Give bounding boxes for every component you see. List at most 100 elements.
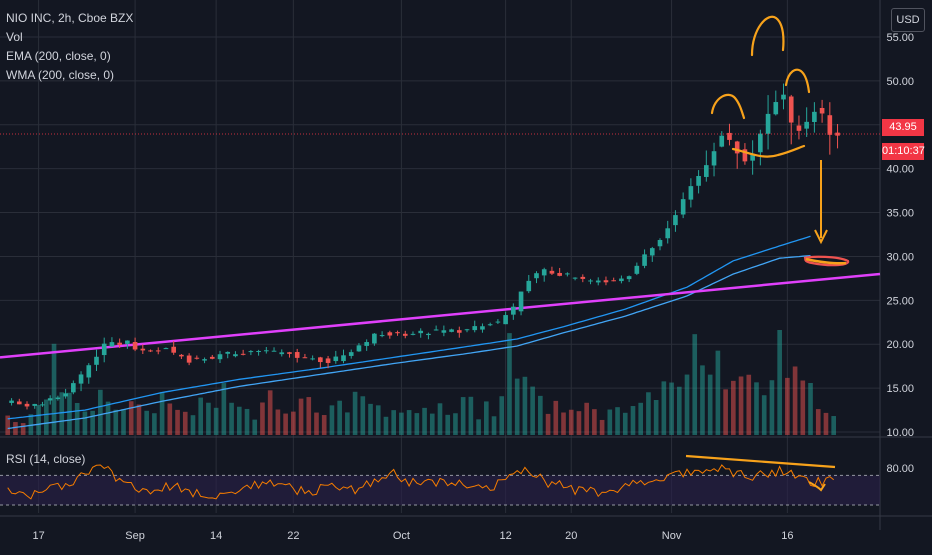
- rsi-down-arrow: [808, 481, 826, 492]
- candle-body: [117, 342, 122, 345]
- volume-bar: [538, 395, 543, 435]
- volume-bar: [622, 412, 628, 435]
- volume-bar: [360, 396, 366, 435]
- y-tick-label: 30.00: [886, 251, 914, 263]
- volume-bar: [429, 413, 435, 435]
- volume-bar: [530, 386, 535, 435]
- volume-bar: [738, 376, 744, 435]
- volume-bar: [823, 412, 829, 435]
- volume-bar: [491, 416, 497, 435]
- ema-200-line: [7, 235, 811, 420]
- volume-bar: [329, 405, 335, 435]
- candle-body: [287, 352, 292, 354]
- volume-bar: [460, 397, 466, 435]
- volume-bar: [82, 411, 88, 435]
- candle-body: [503, 315, 508, 325]
- candle-body: [456, 330, 462, 333]
- legend-wma[interactable]: WMA (200, close, 0): [6, 68, 115, 82]
- volume-bar: [113, 409, 119, 435]
- candle-body: [395, 332, 400, 334]
- symbol-title[interactable]: NIO INC, 2h, Cboe BZX: [6, 11, 134, 25]
- candle-body: [341, 355, 346, 362]
- volume-bar: [445, 414, 451, 435]
- legend-rsi[interactable]: RSI (14, close): [6, 452, 86, 466]
- volume-bar: [59, 392, 65, 435]
- volume-bar: [661, 381, 667, 435]
- volume-bar: [815, 409, 821, 435]
- volume-bar: [576, 411, 582, 435]
- x-tick-label: Nov: [662, 530, 682, 542]
- candle-body: [541, 269, 547, 276]
- volume-bar: [769, 380, 775, 435]
- volume-bar: [684, 374, 690, 435]
- candle-body: [634, 265, 640, 274]
- volume-bar: [267, 390, 273, 435]
- volume-bar: [244, 408, 250, 435]
- volume-bar: [167, 403, 173, 435]
- volume-bar: [630, 406, 636, 435]
- candle-body: [518, 291, 524, 312]
- volume-bar: [260, 402, 265, 435]
- candle-body: [773, 102, 779, 115]
- candle-body: [804, 121, 809, 129]
- candle-body: [155, 350, 161, 352]
- candle-body: [294, 352, 300, 358]
- candle-body: [711, 151, 717, 166]
- candle-body: [619, 278, 624, 282]
- candle-body: [526, 280, 532, 292]
- rsi-tick-label: 80.00: [886, 463, 914, 475]
- volume-bar: [715, 350, 721, 435]
- y-tick-label: 15.00: [886, 383, 914, 395]
- x-tick-label: 12: [499, 530, 511, 542]
- volume-bar: [391, 410, 396, 435]
- volume-bar: [568, 409, 574, 435]
- last-price-tag: 43.95: [882, 119, 924, 136]
- volume-bar: [128, 401, 134, 435]
- volume-bar: [399, 412, 404, 435]
- candle-body: [688, 186, 694, 200]
- candle-body: [348, 352, 354, 356]
- candle-body: [94, 356, 99, 365]
- candle-body: [217, 354, 223, 360]
- candle-body: [580, 276, 586, 279]
- legend-volume[interactable]: Vol: [6, 30, 23, 44]
- candle-body: [812, 111, 817, 123]
- candle-body: [657, 240, 663, 247]
- volume-bar: [190, 415, 196, 435]
- candle-body: [16, 401, 22, 405]
- volume-bar: [67, 392, 72, 435]
- candle-body: [742, 149, 748, 162]
- volume-bar: [499, 396, 505, 435]
- volume-bar: [206, 402, 211, 435]
- candle-body: [441, 330, 447, 333]
- volume-bar: [676, 386, 682, 435]
- volume-bar: [707, 374, 713, 435]
- candle-body: [233, 354, 238, 357]
- volume-bar: [98, 389, 103, 435]
- wma-200-line: [7, 254, 811, 430]
- y-tick-label: 25.00: [886, 295, 914, 307]
- candle-body: [426, 333, 431, 336]
- candle-body: [642, 254, 647, 266]
- candle-body: [704, 165, 709, 177]
- candle-body: [225, 351, 231, 354]
- volume-bar: [777, 330, 782, 435]
- volume-bar: [175, 409, 180, 435]
- candle-body: [63, 393, 68, 397]
- candle-body: [402, 333, 408, 336]
- candle-body: [565, 273, 570, 275]
- volume-bar: [561, 412, 566, 435]
- candle-body: [788, 96, 794, 123]
- currency-button[interactable]: USD: [891, 8, 925, 32]
- candle-body: [325, 358, 331, 363]
- legend-ema[interactable]: EMA (200, close, 0): [6, 49, 111, 63]
- volume-bar: [182, 411, 188, 435]
- candle-body: [24, 403, 30, 407]
- volume-bar: [831, 416, 836, 435]
- volume-bar: [700, 365, 705, 435]
- candle-body: [148, 350, 153, 352]
- x-tick-label: 14: [210, 530, 222, 542]
